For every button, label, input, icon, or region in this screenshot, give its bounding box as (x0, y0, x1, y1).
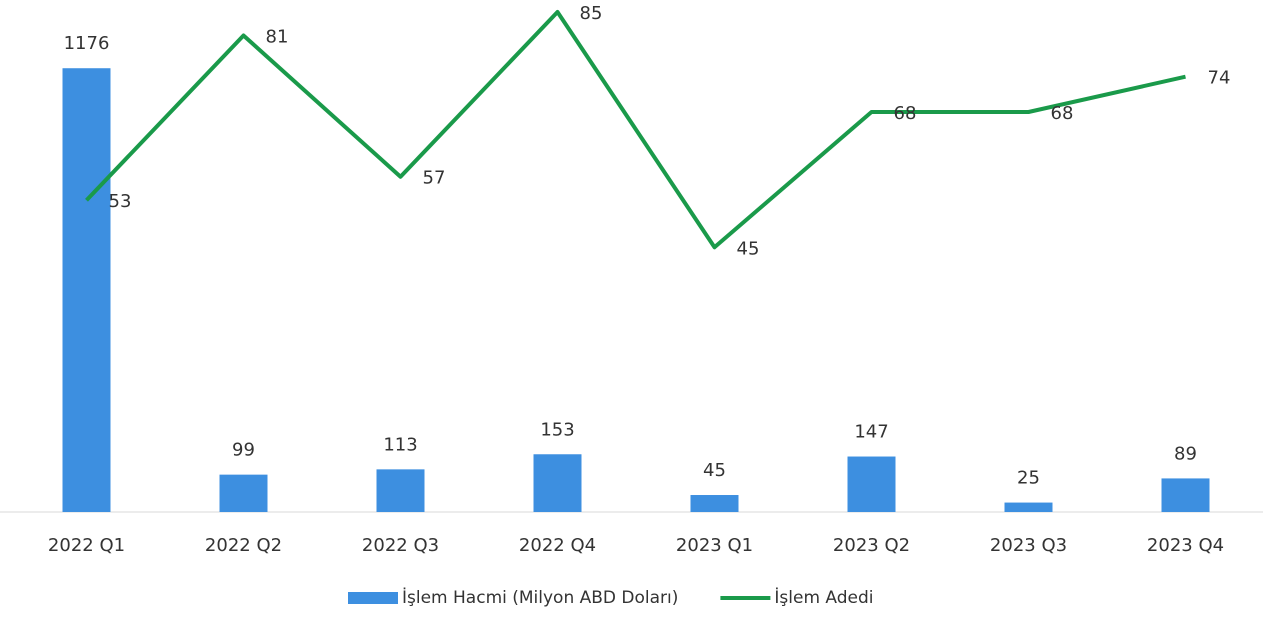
bar (847, 456, 896, 512)
bar (219, 474, 268, 512)
data-label: 68 (894, 103, 917, 124)
x-tick-label: 2022 Q3 (362, 535, 439, 556)
data-label: 68 (1051, 103, 1074, 124)
x-tick-label: 2023 Q2 (833, 535, 910, 556)
x-tick-label: 2022 Q2 (205, 535, 282, 556)
x-tick-label: 2023 Q3 (990, 535, 1067, 556)
x-tick-label: 2023 Q4 (1147, 535, 1224, 556)
line (85, 10, 1186, 250)
data-label: 89 (1174, 443, 1197, 464)
x-tick-label: 2022 Q4 (519, 535, 596, 556)
data-label: 25 (1017, 468, 1040, 489)
data-label: 74 (1208, 68, 1231, 89)
data-label: 147 (854, 422, 888, 443)
bar (1004, 502, 1053, 512)
data-label: 81 (266, 27, 289, 48)
data-label: 99 (232, 440, 255, 461)
data-label: 45 (737, 238, 760, 259)
legend-swatch (348, 592, 398, 604)
data-label: 1176 (64, 33, 110, 54)
x-tick-label: 2022 Q1 (48, 535, 125, 556)
bar (690, 495, 739, 512)
data-label: 153 (540, 419, 574, 440)
legend-label: İşlem Adedi (774, 587, 873, 608)
data-label: 85 (580, 3, 603, 24)
bar (533, 454, 582, 512)
data-label: 45 (703, 460, 726, 481)
bar (62, 68, 111, 513)
bar (376, 469, 425, 512)
x-tick-label: 2023 Q1 (676, 535, 753, 556)
data-label: 53 (109, 191, 132, 212)
data-label: 57 (423, 168, 446, 189)
legend-label: İşlem Hacmi (Milyon ABD Doları) (402, 587, 678, 608)
bar (1161, 478, 1210, 512)
data-label: 113 (383, 434, 417, 455)
